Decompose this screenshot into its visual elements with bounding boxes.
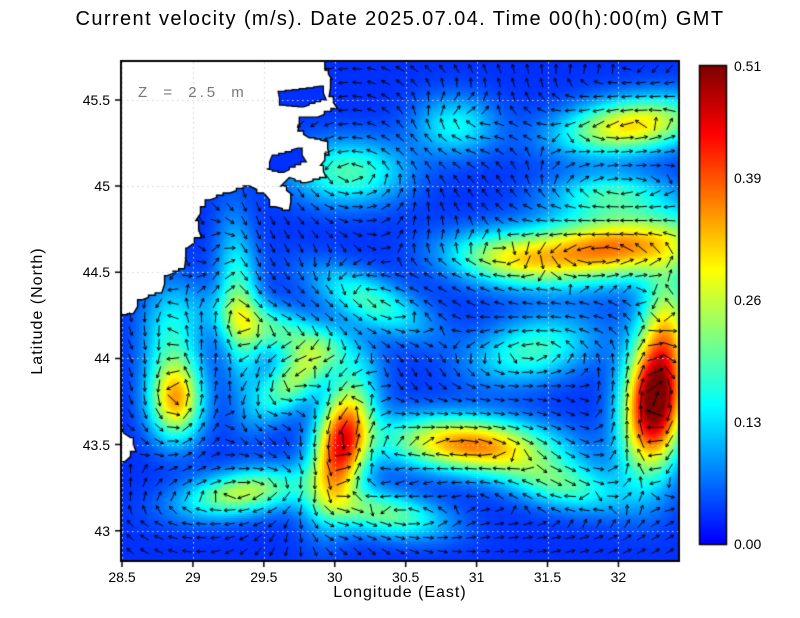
depth-annotation: Z = 2.5 m <box>138 84 247 101</box>
x-tick-label: 31.5 <box>533 569 562 585</box>
x-tick-label: 30.5 <box>392 569 420 585</box>
y-axis-title: Latitude (North) <box>29 247 46 375</box>
x-tick-label: 29.5 <box>250 569 278 585</box>
colorbar-tick-label: 0.13 <box>734 414 762 431</box>
x-tick-label: 30 <box>326 569 343 585</box>
plot-title: Current velocity (m/s). Date 2025.07.04.… <box>75 8 725 30</box>
y-tick-label: 44 <box>94 350 110 367</box>
colorbar-tick-label: 0.51 <box>734 58 762 74</box>
y-tick-label: 45.5 <box>82 91 110 108</box>
x-axis-title: Longitude (East) <box>333 584 467 601</box>
x-tick-label: 31 <box>468 569 485 585</box>
y-tick-label: 43.5 <box>82 436 110 453</box>
y-tick-label: 45 <box>94 178 110 195</box>
colorbar-tick-label: 0.00 <box>734 536 762 552</box>
colorbar-tick-label: 0.39 <box>734 170 762 187</box>
y-tick-label: 43 <box>94 522 110 539</box>
y-tick-label: 44.5 <box>82 264 110 281</box>
x-tick-label: 28.5 <box>108 569 136 585</box>
colorbar-tick-label: 0.26 <box>734 292 762 309</box>
x-tick-label: 29 <box>185 569 201 585</box>
x-tick-label: 32 <box>610 569 627 585</box>
